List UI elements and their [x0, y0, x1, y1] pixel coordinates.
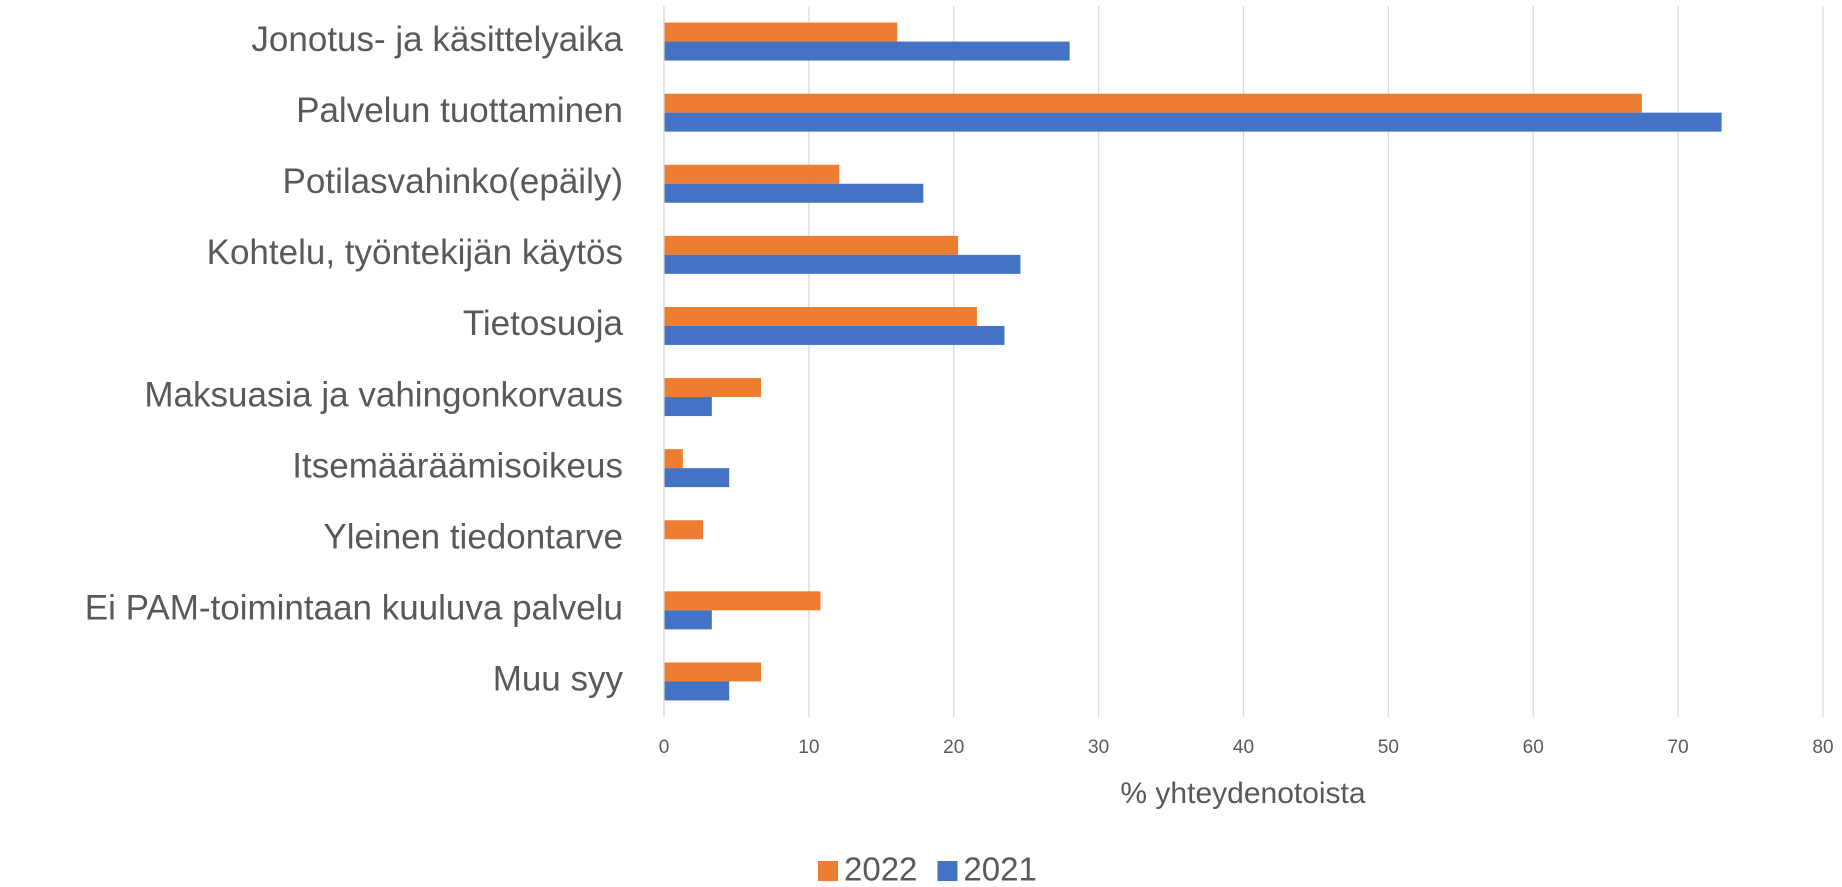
bar [664, 112, 1722, 132]
legend-label: 2021 [963, 851, 1036, 887]
bar [664, 235, 959, 255]
bar [664, 306, 977, 326]
y-tick-label: Tietosuoja [463, 304, 624, 343]
bar [664, 591, 821, 611]
y-tick-label: Ei PAM-toimintaan kuuluva palvelu [85, 589, 623, 628]
legend-swatch [937, 861, 958, 881]
bar [664, 378, 762, 398]
bar [664, 610, 712, 630]
bar [664, 468, 730, 488]
bar [664, 681, 730, 701]
y-tick-label: Maksuasia ja vahingonkorvaus [144, 375, 623, 414]
y-tick-label: Yleinen tiedontarve [323, 518, 623, 557]
bar [664, 662, 762, 682]
x-tick-label: 10 [798, 737, 819, 758]
x-tick-label: 70 [1668, 737, 1689, 758]
bar [664, 93, 1642, 113]
bar [664, 397, 712, 417]
bar [664, 449, 683, 469]
x-tick-label: 50 [1378, 737, 1399, 758]
legend-label: 2022 [844, 851, 917, 887]
y-tick-label: Kohtelu, työntekijän käytös [207, 233, 623, 272]
x-tick-label: 20 [943, 737, 964, 758]
y-tick-label: Potilasvahinko(epäily) [283, 162, 623, 201]
x-axis-title: % yhteydenotoista [1120, 777, 1365, 810]
bar [664, 164, 840, 184]
bar [664, 254, 1021, 274]
legend-swatch [818, 861, 838, 881]
y-tick-label: Palvelun tuottaminen [296, 91, 623, 130]
bar [664, 41, 1070, 61]
x-tick-label: 0 [659, 737, 670, 758]
y-tick-label: Jonotus- ja käsittelyaika [251, 20, 623, 59]
bar [664, 520, 704, 540]
x-tick-label: 80 [1812, 737, 1833, 758]
y-tick-label: Muu syy [493, 660, 624, 699]
bar [664, 325, 1005, 345]
x-tick-label: 30 [1088, 737, 1109, 758]
y-tick-label: Itsemääräämisoikeus [292, 446, 623, 485]
x-tick-label: 60 [1523, 737, 1544, 758]
bar [664, 22, 898, 42]
bar [664, 183, 924, 203]
x-tick-label: 40 [1233, 737, 1254, 758]
